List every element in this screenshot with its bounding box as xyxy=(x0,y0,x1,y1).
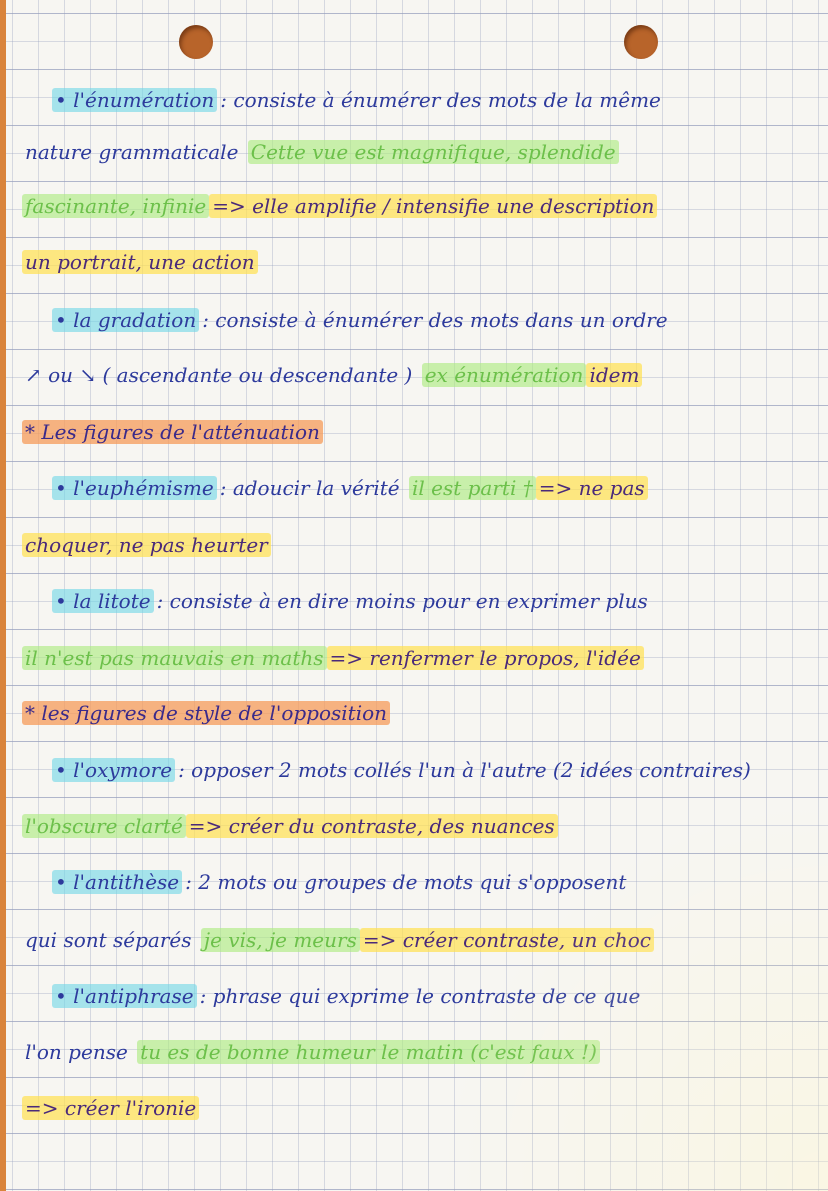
note-text: qui sont séparés xyxy=(25,928,198,952)
note-line: • la litote: consiste à en dire moins po… xyxy=(52,586,651,616)
highlighted-text-yellow: => créer du contraste, des nuances xyxy=(185,814,558,838)
note-text: : 2 mots ou groupes de mots qui s'oppose… xyxy=(185,870,627,894)
highlighted-text-green: ex énumération xyxy=(421,363,587,387)
note-line: qui sont séparés je vis, je meurs => crée… xyxy=(22,925,655,955)
highlighted-text-cyan: • l'oxymore xyxy=(52,758,176,782)
highlighted-text-green: il est parti † xyxy=(408,476,536,500)
note-text: : phrase qui exprime le contraste de ce … xyxy=(199,984,641,1008)
paper-margin-line xyxy=(0,0,6,1191)
highlighted-text-yellow: choquer, ne pas heurter xyxy=(22,533,271,557)
highlighted-text-cyan: • l'énumération xyxy=(52,88,218,112)
highlighted-text-yellow: => créer l'ironie xyxy=(22,1096,200,1120)
note-line: • l'euphémisme: adoucir la vérité il est… xyxy=(52,473,648,503)
note-text: : consiste à en dire moins pour en expri… xyxy=(156,589,648,613)
highlighted-text-green: il n'est pas mauvais en maths xyxy=(22,646,327,670)
note-text: : adoucir la vérité xyxy=(219,476,406,500)
highlighted-text-green: Cette vue est magnifique, splendide xyxy=(247,140,619,164)
note-text: nature grammaticale xyxy=(25,140,245,164)
note-text: : consiste à énumérer des mots de la mêm… xyxy=(220,88,661,112)
highlighted-text-cyan: • la gradation xyxy=(52,308,200,332)
highlighted-text-cyan: • l'euphémisme xyxy=(52,476,217,500)
highlighted-text-yellow: idem xyxy=(586,363,643,387)
note-text: ↗ ou ↘ ( ascendante ou descendante ) xyxy=(25,363,419,387)
binder-hole-right xyxy=(624,25,658,59)
note-line: nature grammaticale Cette vue est magnif… xyxy=(22,137,619,167)
highlighted-text-yellow: => ne pas xyxy=(535,476,648,500)
highlighted-text-orange: * Les figures de l'atténuation xyxy=(22,420,323,444)
note-line: un portrait, une action xyxy=(22,247,258,277)
note-line: ↗ ou ↘ ( ascendante ou descendante ) ex … xyxy=(22,360,643,390)
note-text: : opposer 2 mots collés l'un à l'autre (… xyxy=(178,758,751,782)
note-line: l'on pense tu es de bonne humeur le mati… xyxy=(22,1037,600,1067)
note-line: • l'antithèse: 2 mots ou groupes de mots… xyxy=(52,867,629,897)
highlighted-text-yellow: un portrait, une action xyxy=(22,250,258,274)
note-line: • l'oxymore: opposer 2 mots collés l'un … xyxy=(52,755,754,785)
note-line: choquer, ne pas heurter xyxy=(22,530,271,560)
note-line: • la gradation: consiste à énumérer des … xyxy=(52,305,671,335)
note-line: => créer l'ironie xyxy=(22,1093,200,1123)
highlighted-text-yellow: => elle amplifie / intensifie une descri… xyxy=(209,194,658,218)
note-line: fascinante, infinie => elle amplifie / in… xyxy=(22,191,658,221)
note-line: * Les figures de l'atténuation xyxy=(22,417,323,447)
highlighted-text-green: je vis, je meurs xyxy=(200,928,360,952)
note-line: * les figures de style de l'opposition xyxy=(22,698,391,728)
highlighted-text-orange: * les figures de style de l'opposition xyxy=(22,701,391,725)
note-line: l'obscure clarté => créer du contraste, d… xyxy=(22,811,558,841)
highlighted-text-cyan: • l'antiphrase xyxy=(52,984,197,1008)
highlighted-text-yellow: => renfermer le propos, l'idée xyxy=(326,646,644,670)
note-line: il n'est pas mauvais en maths => renferme… xyxy=(22,643,644,673)
highlighted-text-green: l'obscure clarté xyxy=(22,814,186,838)
note-line: • l'énumération: consiste à énumérer des… xyxy=(52,85,664,115)
highlighted-text-cyan: • la litote xyxy=(52,589,154,613)
note-text: : consiste à énumérer des mots dans un o… xyxy=(202,308,668,332)
note-line: • l'antiphrase: phrase qui exprime le co… xyxy=(52,981,643,1011)
highlighted-text-green: tu es de bonne humeur le matin (c'est fa… xyxy=(137,1040,600,1064)
binder-hole-left xyxy=(179,25,213,59)
highlighted-text-green: fascinante, infinie xyxy=(22,194,210,218)
note-text: l'on pense xyxy=(25,1040,135,1064)
highlighted-text-yellow: => créer contraste, un choc xyxy=(359,928,655,952)
highlighted-text-cyan: • l'antithèse xyxy=(52,870,183,894)
